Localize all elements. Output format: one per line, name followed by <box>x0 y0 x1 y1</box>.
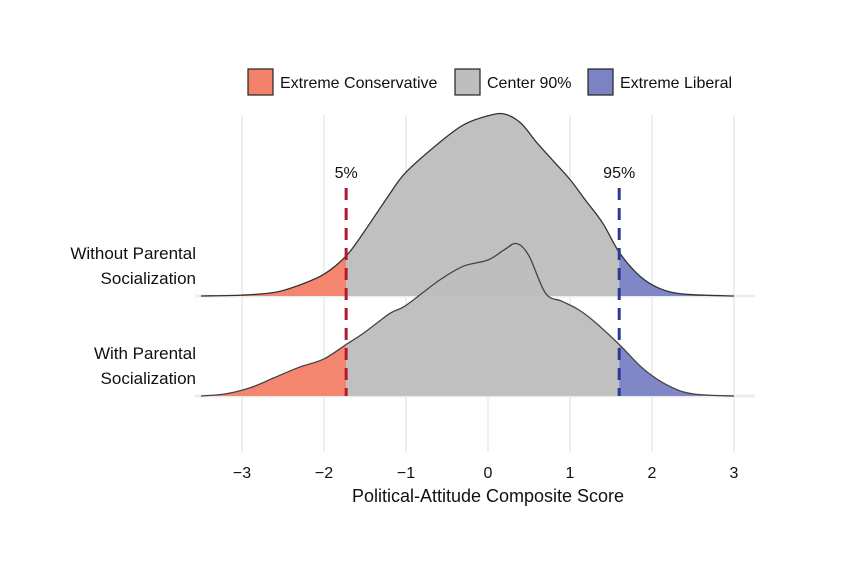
series-label-line1: With Parental <box>94 344 196 363</box>
legend-center-90: Center 90% <box>454 68 572 96</box>
x-axis-title: Political-Attitude Composite Score <box>352 486 624 506</box>
area-extreme-liberal <box>619 344 734 396</box>
series-label-line1: Without Parental <box>70 244 196 263</box>
legend-swatch <box>587 68 614 96</box>
cutoff-label: 5% <box>335 165 358 182</box>
ridge-with-parental-socialization: With Parental Socialization <box>94 242 755 398</box>
x-axis: −3 −2 −1 0 1 2 3 Political-Attitude Composite S… <box>233 465 739 506</box>
area-center-90 <box>346 243 620 396</box>
x-tick-label: −1 <box>397 465 415 482</box>
x-tick-label: 0 <box>484 465 493 482</box>
legend: Extreme Conservative Center 90% Extreme Li… <box>247 68 732 96</box>
ridge-without-parental-socialization: Without Parental Socialization <box>70 112 755 298</box>
area-extreme-conservative <box>201 344 347 396</box>
x-tick-label: 1 <box>566 465 575 482</box>
legend-extreme-liberal: Extreme Liberal <box>587 68 732 96</box>
legend-extreme-conservative: Extreme Conservative <box>247 68 437 96</box>
density-curve <box>200 112 735 297</box>
x-tick-label: 3 <box>730 465 739 482</box>
area-extreme-conservative <box>201 255 347 296</box>
x-tick-label: −3 <box>233 465 251 482</box>
x-tick-label: 2 <box>648 465 657 482</box>
cutoff-95-percent: 95% <box>603 165 635 396</box>
cutoff-5-percent: 5% <box>335 165 358 396</box>
legend-swatch <box>247 68 274 96</box>
legend-swatch <box>454 68 481 96</box>
x-tick-label: −2 <box>315 465 333 482</box>
area-extreme-liberal <box>619 252 734 296</box>
cutoff-label: 95% <box>603 165 635 182</box>
legend-label: Center 90% <box>487 75 572 92</box>
legend-label: Extreme Liberal <box>620 75 732 92</box>
density-curve <box>200 242 735 397</box>
series-label-line2: Socialization <box>101 269 196 288</box>
series-label-line2: Socialization <box>101 369 196 388</box>
legend-label: Extreme Conservative <box>280 75 437 92</box>
